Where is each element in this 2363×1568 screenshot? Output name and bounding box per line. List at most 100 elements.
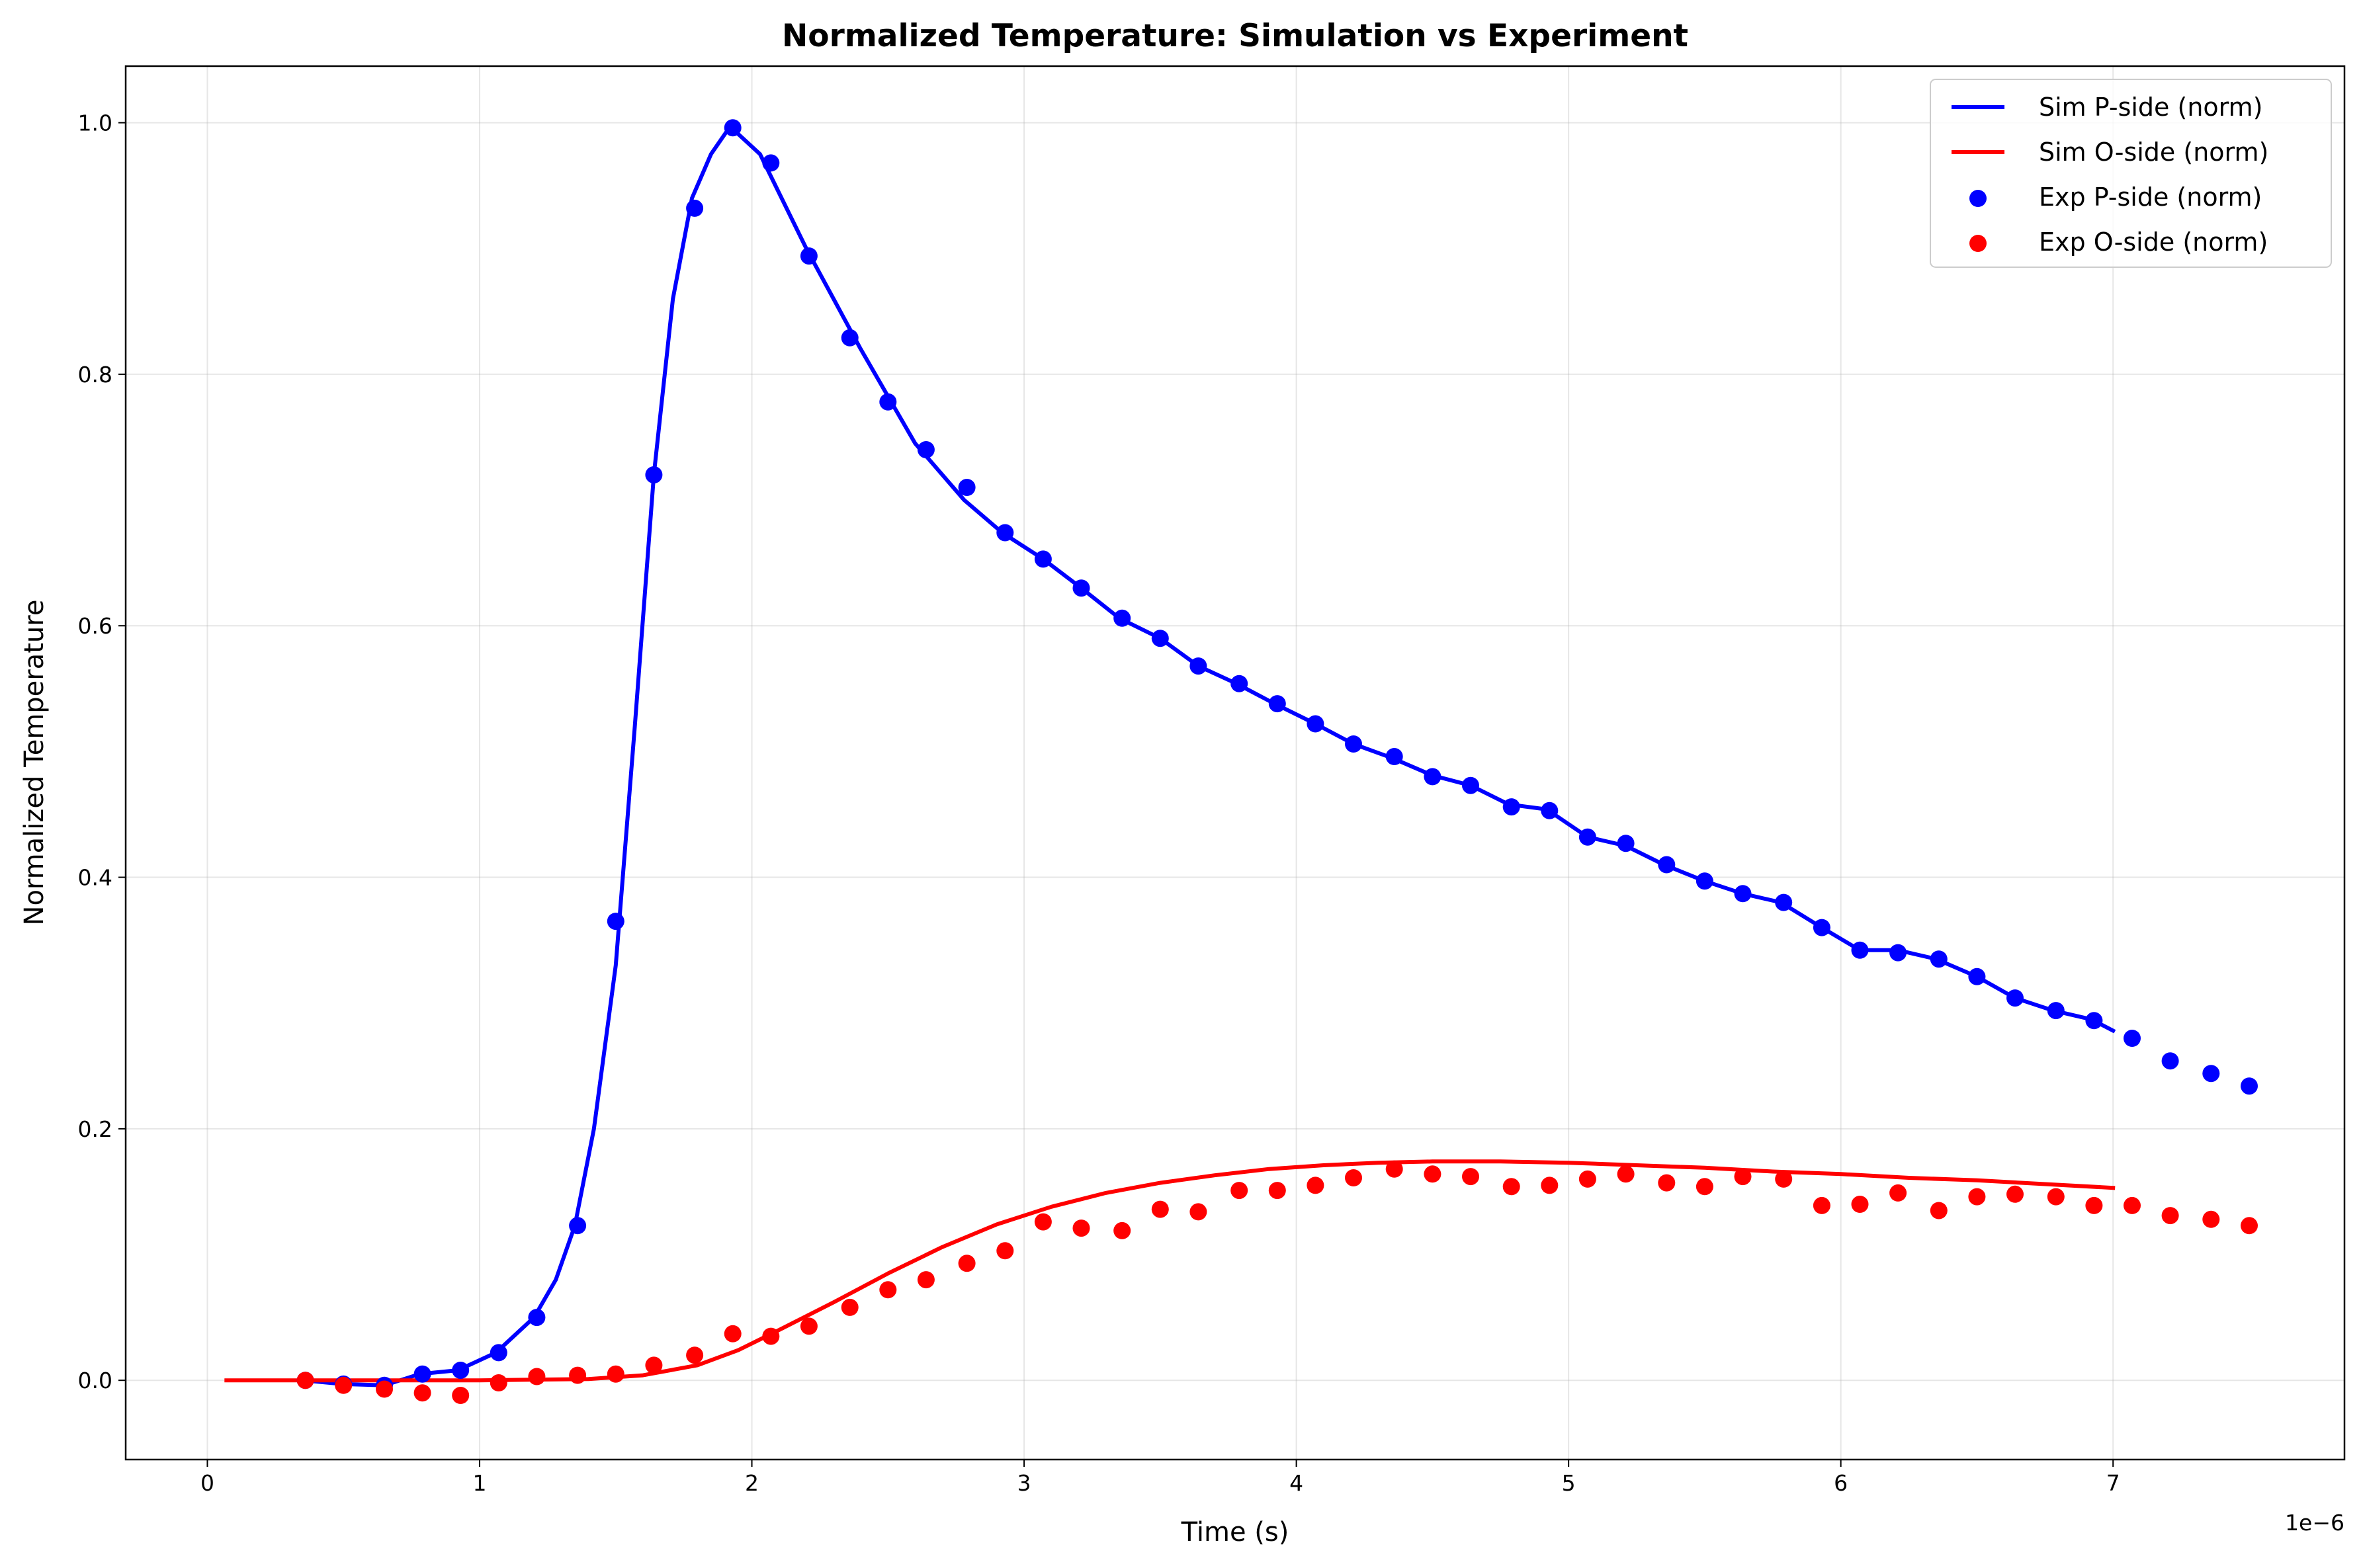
data-point-exp-o-side-norm: [607, 1365, 624, 1383]
data-point-exp-p-side-norm: [1151, 630, 1169, 647]
data-point-exp-o-side-norm: [1930, 1202, 1948, 1219]
data-point-exp-o-side-norm: [1189, 1203, 1207, 1221]
x-axis-label: Time (s): [1181, 1517, 1289, 1547]
data-point-exp-o-side-norm: [879, 1281, 897, 1299]
data-point-exp-o-side-norm: [686, 1346, 704, 1364]
data-point-exp-p-side-norm: [1034, 550, 1052, 568]
data-point-exp-p-side-norm: [958, 479, 976, 496]
data-point-exp-p-side-norm: [1578, 828, 1596, 846]
data-point-exp-o-side-norm: [1541, 1176, 1559, 1194]
data-point-exp-p-side-norm: [1696, 872, 1713, 890]
data-point-exp-o-side-norm: [1734, 1168, 1752, 1186]
legend-entry-label: Exp P-side (norm): [2039, 183, 2262, 212]
data-point-exp-p-side-norm: [1617, 835, 1635, 852]
data-point-exp-p-side-norm: [2047, 1002, 2065, 1020]
data-point-exp-o-side-norm: [1072, 1219, 1090, 1237]
y-tick-label: 0.8: [78, 362, 112, 388]
data-point-exp-p-side-norm: [2241, 1077, 2258, 1095]
x-tick-label: 0: [200, 1470, 214, 1496]
y-tick-label: 0.0: [78, 1368, 112, 1393]
data-point-exp-p-side-norm: [569, 1217, 587, 1235]
data-point-exp-p-side-norm: [528, 1309, 546, 1327]
legend-marker-swatch: [1969, 235, 1987, 252]
y-tick-label: 1.0: [78, 110, 112, 136]
data-point-exp-p-side-norm: [996, 524, 1014, 542]
data-point-exp-p-side-norm: [1113, 609, 1131, 627]
data-point-exp-o-side-norm: [1617, 1165, 1635, 1183]
data-point-exp-o-side-norm: [958, 1255, 976, 1272]
data-point-exp-p-side-norm: [2006, 989, 2024, 1007]
data-point-exp-p-side-norm: [762, 154, 780, 172]
data-point-exp-o-side-norm: [1889, 1184, 1907, 1202]
data-point-exp-p-side-norm: [1462, 776, 1479, 794]
data-point-exp-p-side-norm: [1775, 893, 1793, 911]
y-tick-label: 0.6: [78, 613, 112, 639]
data-point-exp-o-side-norm: [1813, 1196, 1830, 1214]
data-point-exp-o-side-norm: [1462, 1168, 1479, 1186]
data-point-exp-p-side-norm: [607, 913, 624, 930]
data-point-exp-p-side-norm: [1889, 944, 1907, 962]
data-point-exp-o-side-norm: [917, 1271, 935, 1289]
data-point-exp-o-side-norm: [1502, 1178, 1520, 1196]
data-point-exp-p-side-norm: [1930, 950, 1948, 968]
plot-series: [224, 119, 2258, 1404]
data-point-exp-o-side-norm: [1113, 1221, 1131, 1239]
data-point-exp-o-side-norm: [376, 1380, 393, 1398]
data-point-exp-p-side-norm: [917, 441, 935, 458]
data-point-exp-p-side-norm: [1385, 748, 1403, 765]
legend-entry-label: Sim O-side (norm): [2039, 138, 2268, 167]
data-point-exp-p-side-norm: [1541, 802, 1559, 819]
data-point-exp-p-side-norm: [490, 1344, 507, 1362]
data-point-exp-o-side-norm: [800, 1317, 818, 1335]
data-point-exp-o-side-norm: [2202, 1210, 2220, 1228]
x-tick-label: 6: [1834, 1470, 1848, 1496]
data-point-exp-p-side-norm: [452, 1362, 470, 1379]
data-point-exp-o-side-norm: [1658, 1174, 1676, 1192]
data-point-exp-p-side-norm: [1424, 768, 1441, 786]
x-tick-label: 1: [472, 1470, 486, 1496]
data-point-exp-o-side-norm: [1968, 1188, 1986, 1206]
data-point-exp-o-side-norm: [528, 1368, 546, 1385]
legend-box: [1930, 79, 2332, 268]
data-point-exp-o-side-norm: [996, 1242, 1014, 1260]
data-point-exp-o-side-norm: [1775, 1170, 1793, 1188]
x-tick-label: 2: [745, 1470, 759, 1496]
data-point-exp-o-side-norm: [1230, 1182, 1248, 1200]
data-point-exp-p-side-norm: [1502, 798, 1520, 816]
data-point-exp-o-side-norm: [841, 1298, 859, 1316]
y-axis-label: Normalized Temperature: [19, 600, 50, 926]
data-point-exp-o-side-norm: [1578, 1170, 1596, 1188]
data-point-exp-o-side-norm: [1385, 1160, 1403, 1178]
data-point-exp-p-side-norm: [1189, 657, 1207, 675]
data-point-exp-o-side-norm: [413, 1384, 431, 1402]
data-point-exp-o-side-norm: [1307, 1176, 1324, 1194]
data-point-exp-o-side-norm: [490, 1374, 507, 1391]
data-point-exp-p-side-norm: [841, 329, 859, 347]
legend-entry-label: Sim P-side (norm): [2039, 93, 2262, 122]
data-point-exp-o-side-norm: [296, 1372, 314, 1389]
data-point-exp-p-side-norm: [800, 247, 818, 265]
x-tick-label: 7: [2106, 1470, 2120, 1496]
data-point-exp-p-side-norm: [2124, 1030, 2141, 1047]
data-point-exp-o-side-norm: [2124, 1196, 2141, 1214]
legend: Sim P-side (norm) Sim O-side (norm) Exp P-…: [1930, 79, 2332, 268]
data-point-exp-p-side-norm: [686, 199, 704, 217]
series-line-sim-p-side-norm: [300, 124, 2116, 1387]
x-offset-text: 1e−6: [2285, 1510, 2344, 1536]
data-point-exp-o-side-norm: [452, 1387, 470, 1404]
data-point-exp-o-side-norm: [1696, 1178, 1713, 1196]
data-point-exp-p-side-norm: [645, 466, 663, 483]
data-point-exp-o-side-norm: [2006, 1185, 2024, 1203]
data-point-exp-o-side-norm: [1851, 1196, 1869, 1213]
data-point-exp-o-side-norm: [335, 1376, 353, 1394]
chart-title: Normalized Temperature: Simulation vs Ex…: [782, 18, 1688, 54]
data-point-exp-p-side-norm: [1072, 579, 1090, 597]
data-point-exp-p-side-norm: [1851, 941, 1869, 959]
legend-marker-swatch: [1969, 190, 1987, 207]
data-point-exp-p-side-norm: [1230, 675, 1248, 692]
plot-area-frame: [124, 65, 2346, 1461]
data-point-exp-o-side-norm: [1034, 1213, 1052, 1231]
data-point-exp-p-side-norm: [724, 119, 742, 137]
data-point-exp-p-side-norm: [1813, 919, 1830, 936]
data-point-exp-p-side-norm: [2202, 1065, 2220, 1083]
